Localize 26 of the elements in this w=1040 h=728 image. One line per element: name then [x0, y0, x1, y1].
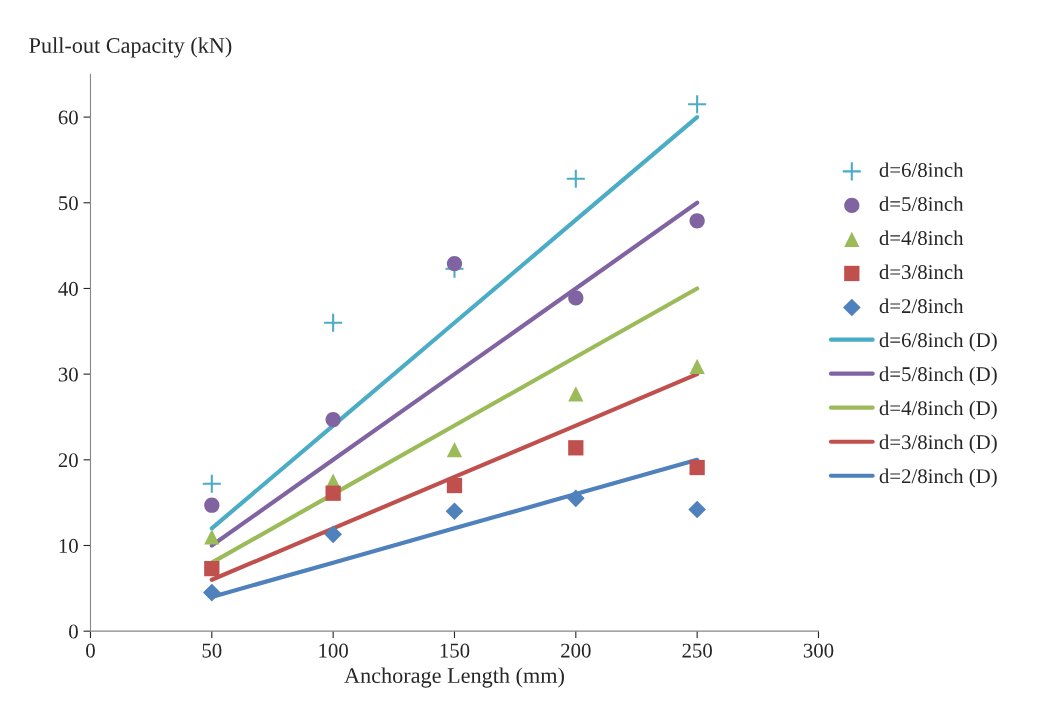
y-tick-label: 60 — [58, 110, 78, 125]
legend-label: d=5/8inch (D) — [879, 366, 997, 386]
legend-label: d=2/8inch (D) — [879, 468, 997, 488]
legend-label: d=3/8inch (D) — [879, 434, 997, 454]
legend-label: d=2/8inch — [879, 298, 964, 314]
x-tick-label: 0 — [86, 643, 95, 658]
legend-label: d=4/8inch (D) — [879, 400, 997, 420]
y-tick-label: 40 — [58, 281, 78, 296]
legend-label: d=6/8inch — [879, 162, 964, 178]
x-tick-label: 100 — [319, 643, 348, 658]
legend-label: d=5/8inch — [879, 196, 964, 212]
legend-label: d=3/8inch — [879, 264, 964, 280]
y-axis-title: Pull-out Capacity (kN) — [29, 37, 232, 58]
y-tick-label: 20 — [58, 453, 78, 468]
y-tick-label: 50 — [59, 196, 78, 211]
x-tick-label: 200 — [561, 643, 591, 658]
x-tick-label: 150 — [440, 643, 470, 658]
legend-label: d=4/8inch — [879, 230, 964, 246]
y-tick-label: 10 — [59, 538, 78, 553]
x-tick-label: 50 — [202, 643, 222, 658]
x-axis-title: Anchorage Length (mm) — [344, 667, 564, 688]
y-tick-label: 30 — [58, 367, 78, 382]
legend-label: d=6/8inch (D) — [879, 332, 997, 352]
x-tick-label: 300 — [803, 643, 834, 658]
x-tick-label: 250 — [682, 643, 712, 658]
y-tick-label: 0 — [69, 624, 78, 639]
